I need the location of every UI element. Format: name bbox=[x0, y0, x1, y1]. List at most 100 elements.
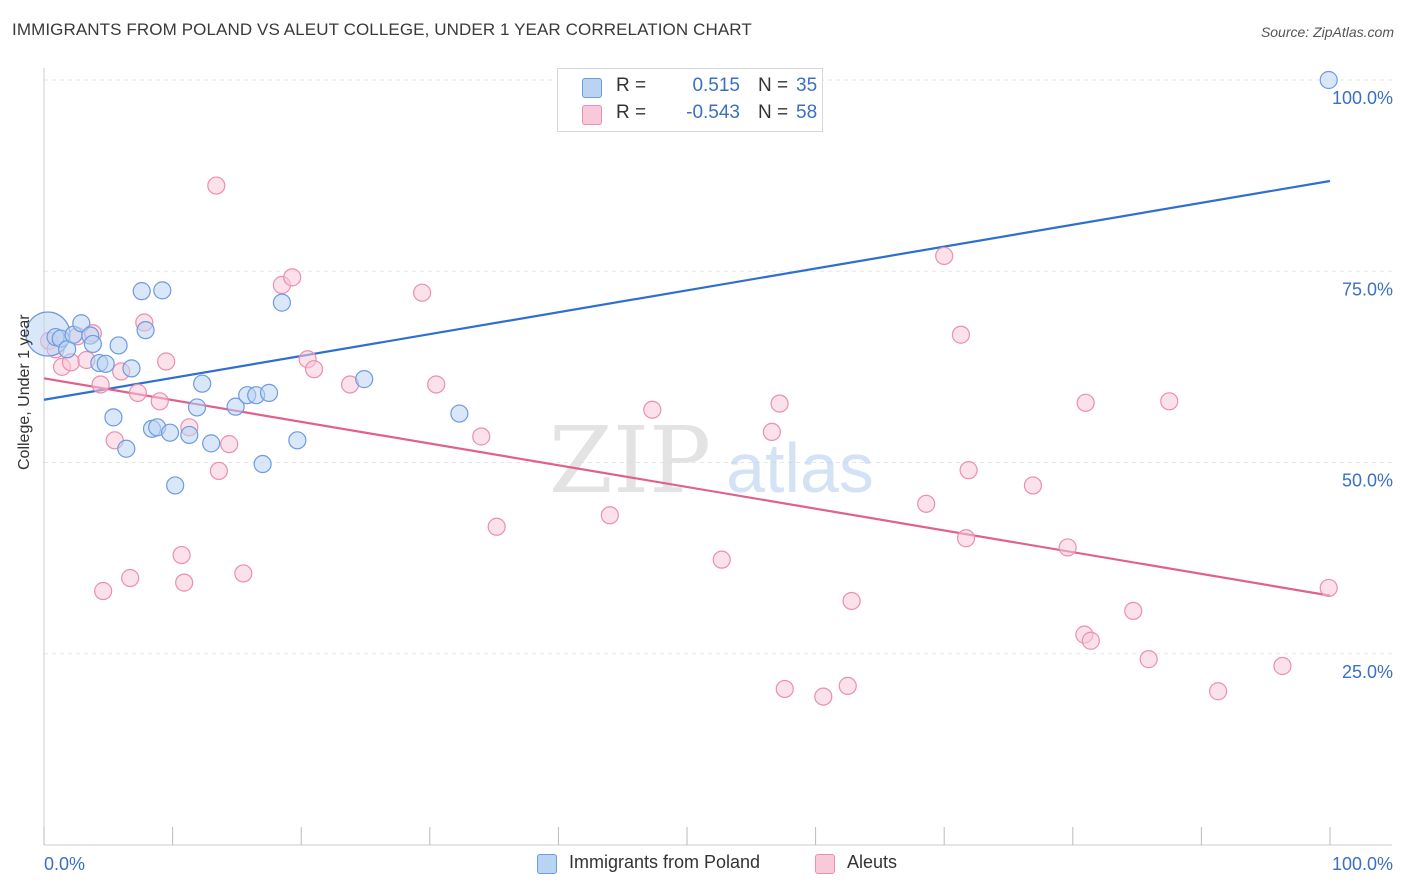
aleut-point bbox=[427, 375, 446, 394]
poland-point bbox=[253, 454, 272, 474]
y-tick-label: 25.0% bbox=[1342, 662, 1393, 682]
poland-point bbox=[160, 423, 180, 442]
poland-point bbox=[96, 354, 115, 373]
poland-point bbox=[153, 281, 172, 300]
aleut-point bbox=[762, 422, 781, 441]
aleut-point bbox=[959, 461, 978, 480]
aleut-point bbox=[814, 687, 833, 706]
poland-trend-line bbox=[43, 179, 1331, 401]
poland-point bbox=[226, 397, 245, 416]
aleut-point bbox=[1273, 656, 1292, 676]
bottom-legend-swatch-aleuts bbox=[815, 854, 835, 874]
aleut-point bbox=[1023, 476, 1043, 495]
aleut-point bbox=[209, 461, 228, 481]
legend-r-label: R = bbox=[616, 75, 647, 96]
aleut-point bbox=[1081, 631, 1100, 650]
legend-swatch-aleuts bbox=[582, 105, 602, 125]
aleut-point bbox=[1076, 393, 1095, 412]
chart-title: IMMIGRANTS FROM POLAND VS ALEUT COLLEGE,… bbox=[12, 20, 752, 39]
poland-point bbox=[180, 425, 199, 445]
aleut-point bbox=[304, 360, 324, 379]
poland-point bbox=[136, 321, 155, 340]
aleut-trend-line bbox=[43, 377, 1331, 597]
legend-n-value: 58 bbox=[796, 102, 818, 123]
aleut-point bbox=[220, 435, 239, 454]
aleut-point bbox=[1139, 650, 1158, 669]
aleut-point bbox=[412, 283, 432, 302]
legend-n-label: N = bbox=[758, 75, 789, 96]
aleut-point bbox=[935, 246, 954, 266]
aleut-point bbox=[917, 494, 936, 513]
aleut-point bbox=[1124, 601, 1143, 621]
poland-point bbox=[166, 476, 185, 495]
legend-r-value: -0.543 bbox=[686, 102, 740, 123]
aleut-point bbox=[643, 400, 662, 419]
aleut-point bbox=[121, 568, 140, 588]
y-tick-label: 50.0% bbox=[1342, 471, 1393, 491]
aleut-point bbox=[1160, 392, 1179, 411]
watermark-atlas: atlas bbox=[726, 429, 874, 507]
poland-point bbox=[259, 383, 279, 402]
stats-legend: R = 0.515 N = 35 R = -0.543 N = 58 bbox=[557, 68, 823, 132]
y-tick-label: 75.0% bbox=[1342, 279, 1393, 299]
legend-n-value: 35 bbox=[796, 75, 818, 96]
aleut-point bbox=[775, 679, 794, 699]
trend-lines bbox=[43, 179, 1331, 597]
aleut-point bbox=[842, 591, 861, 611]
aleut-point bbox=[1209, 682, 1228, 701]
poland-point bbox=[122, 359, 141, 378]
x-tick-label: 100.0% bbox=[1332, 854, 1393, 874]
aleut-point bbox=[1319, 578, 1338, 598]
poland-point bbox=[450, 404, 469, 423]
aleut-point bbox=[175, 573, 194, 592]
legend-swatch-poland bbox=[582, 78, 602, 98]
poland-point bbox=[104, 408, 123, 427]
y-tick-label: 100.0% bbox=[1332, 88, 1393, 108]
aleut-point bbox=[91, 375, 110, 394]
poland-point bbox=[272, 293, 292, 312]
poland-point bbox=[355, 370, 374, 389]
bottom-legend-swatch-poland bbox=[537, 854, 557, 874]
x-tick-label: 0.0% bbox=[44, 854, 85, 874]
watermark-zip: ZIP bbox=[549, 407, 711, 514]
legend-n-label: N = bbox=[758, 102, 789, 123]
aleut-point bbox=[838, 676, 857, 695]
poland-point bbox=[72, 314, 91, 333]
aleut-point bbox=[234, 564, 253, 583]
legend-r-value: 0.515 bbox=[692, 75, 740, 96]
poland-point bbox=[193, 374, 212, 393]
tick-labels: 25.0% 50.0% 75.0% 100.0% 0.0% 100.0% bbox=[44, 88, 1393, 874]
aleut-point bbox=[207, 176, 226, 195]
aleut-point bbox=[1058, 538, 1077, 557]
aleut-point bbox=[150, 392, 169, 411]
watermark: ZIP atlas bbox=[549, 407, 874, 514]
aleut-point bbox=[128, 383, 147, 402]
poland-point bbox=[83, 334, 102, 354]
bottom-legend-label-poland: Immigrants from Poland bbox=[569, 852, 761, 872]
bottom-legend-label-aleuts: Aleuts bbox=[847, 852, 898, 872]
aleut-point bbox=[600, 506, 619, 525]
aleut-point bbox=[951, 325, 971, 344]
poland-point bbox=[132, 282, 151, 301]
aleut-point bbox=[487, 517, 506, 536]
data-points bbox=[25, 70, 1338, 706]
poland-point bbox=[1319, 70, 1338, 90]
poland-point bbox=[202, 434, 221, 453]
aleut-point bbox=[94, 581, 113, 601]
aleut-point bbox=[472, 427, 491, 446]
aleut-point bbox=[172, 545, 191, 565]
aleut-point bbox=[283, 268, 302, 287]
poland-point bbox=[109, 336, 128, 355]
aleut-point bbox=[157, 352, 176, 371]
legend-r-label: R = bbox=[616, 102, 647, 123]
poland-point bbox=[288, 431, 307, 450]
aleut-point bbox=[712, 550, 731, 569]
axes bbox=[43, 68, 1392, 846]
y-axis-label: College, Under 1 year bbox=[16, 314, 33, 470]
poland-point bbox=[117, 439, 136, 458]
aleut-point bbox=[770, 394, 789, 413]
aleut-point bbox=[956, 529, 976, 548]
source-label: Source: ZipAtlas.com bbox=[1260, 24, 1394, 40]
poland-point bbox=[187, 398, 207, 417]
